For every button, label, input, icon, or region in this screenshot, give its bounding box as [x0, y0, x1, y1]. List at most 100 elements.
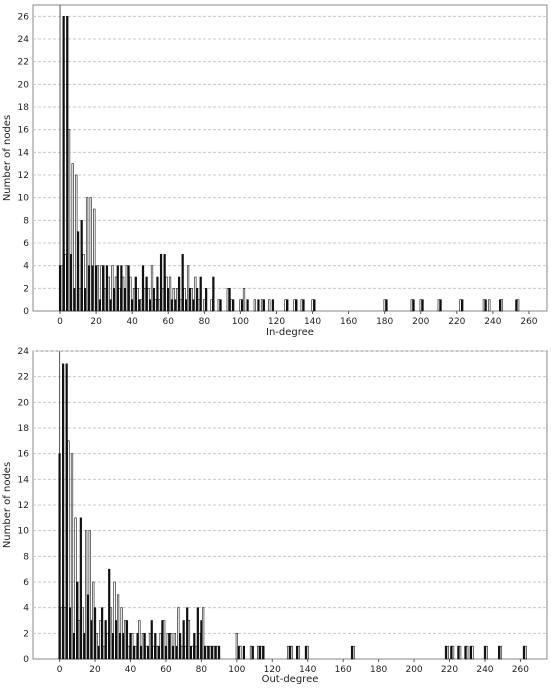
histogram-bar [85, 197, 89, 312]
x-tick-label: 260 [512, 665, 529, 675]
histogram-bar [212, 645, 215, 660]
histogram-bar [437, 299, 440, 312]
y-tick-label: 20 [18, 80, 30, 90]
histogram-bar [419, 299, 422, 312]
y-tick-label: 8 [23, 552, 29, 562]
out-degree-chart-panel: 0 2 4 6 8 10 12 14 16 18 20 22 24 0 20 40 60 80 100 120 140 1… [0, 345, 551, 695]
histogram-bar [96, 265, 100, 312]
histogram-bar [235, 633, 238, 660]
histogram-bar [77, 620, 81, 660]
in-degree-chart-panel: 0 2 4 6 8 10 12 14 16 18 20 22 24 26 0 20 40 60 80 100 120 14… [0, 0, 551, 345]
histogram-bar [194, 645, 198, 660]
histogram-bar [102, 645, 105, 660]
histogram-bar [156, 276, 159, 312]
histogram-bar [166, 633, 169, 660]
histogram-bar [184, 645, 187, 660]
y-tick-label: 24 [18, 347, 30, 357]
y-tick-label: 20 [18, 398, 30, 408]
histogram-bar [256, 645, 260, 660]
histogram-bar [140, 645, 143, 660]
histogram-bar [141, 633, 144, 660]
histogram-bar [123, 288, 127, 312]
histogram-bar [60, 607, 63, 660]
histogram-bar [63, 607, 66, 660]
histogram-bar [205, 645, 208, 660]
histogram-bar [439, 299, 442, 312]
histogram-bar [145, 645, 148, 660]
histogram-bar [483, 645, 487, 660]
histogram-bar [60, 265, 63, 312]
histogram-bar [150, 620, 153, 660]
histogram-bar [313, 299, 316, 312]
histogram-bar [191, 645, 194, 660]
histogram-bar [297, 645, 300, 660]
histogram-bar [190, 288, 193, 312]
histogram-bar [239, 299, 242, 312]
histogram-bar [174, 299, 177, 312]
histogram-bar [199, 276, 202, 312]
histogram-bar [101, 607, 104, 660]
histogram-bar [69, 254, 72, 312]
histogram-bar [450, 645, 453, 660]
histogram-bar [143, 288, 146, 312]
histogram-bar [262, 299, 265, 312]
y-tick-label: 12 [18, 171, 29, 181]
histogram-bar [214, 645, 217, 660]
y-axis-title: Number of nodes [2, 462, 13, 548]
histogram-bar [488, 299, 491, 312]
histogram-bar [159, 254, 163, 312]
histogram-bar [498, 645, 501, 660]
x-tick-label: 200 [412, 317, 429, 327]
x-tick-label: 20 [90, 317, 102, 327]
histogram-bar [385, 299, 388, 312]
histogram-bar [65, 363, 68, 660]
histogram-bar [383, 299, 386, 312]
histogram-bar [212, 276, 215, 312]
histogram-bar [132, 288, 136, 312]
histogram-bar [188, 288, 192, 312]
histogram-bar [181, 254, 184, 312]
x-tick-label: 160 [340, 317, 357, 327]
histogram-bar [290, 645, 293, 660]
histogram-bar [251, 645, 254, 660]
histogram-bar [203, 299, 206, 312]
y-tick-label: 2 [23, 629, 29, 639]
x-tick-label: 0 [57, 317, 63, 327]
histogram-bar [168, 633, 171, 660]
y-tick-label: 2 [23, 284, 29, 294]
histogram-bar [219, 299, 222, 312]
x-tick-label: 120 [264, 665, 281, 675]
histogram-bar [249, 645, 253, 660]
histogram-bar [226, 288, 229, 312]
x-tick-label: 100 [228, 665, 245, 675]
histogram-bar [466, 645, 469, 660]
x-tick-label: 80 [199, 317, 211, 327]
histogram-bar [116, 594, 120, 660]
histogram-bar [196, 607, 199, 660]
histogram-bar [87, 265, 91, 312]
histogram-bar [136, 633, 139, 660]
y-tick-label: 10 [18, 194, 30, 204]
x-tick-label: 60 [163, 317, 175, 327]
histogram-bar [73, 288, 76, 312]
x-tick-label: 240 [476, 665, 493, 675]
histogram-bar [177, 607, 180, 660]
histogram-bar [168, 276, 172, 312]
histogram-bar [205, 288, 208, 312]
histogram-bar [287, 645, 290, 660]
histogram-bar [295, 299, 298, 312]
histogram-bar [241, 299, 244, 312]
y-tick-label: 14 [18, 475, 30, 485]
histogram-bar [237, 645, 240, 660]
histogram-bar [85, 530, 88, 660]
histogram-bar [196, 288, 199, 312]
histogram-bar [498, 299, 502, 312]
histogram-bar [210, 645, 214, 660]
histogram-bar [499, 645, 503, 660]
y-tick-label: 4 [23, 262, 29, 272]
histogram-bar [203, 645, 207, 660]
histogram-bar [67, 440, 70, 660]
histogram-bar [76, 581, 79, 660]
histogram-bar [459, 299, 462, 312]
